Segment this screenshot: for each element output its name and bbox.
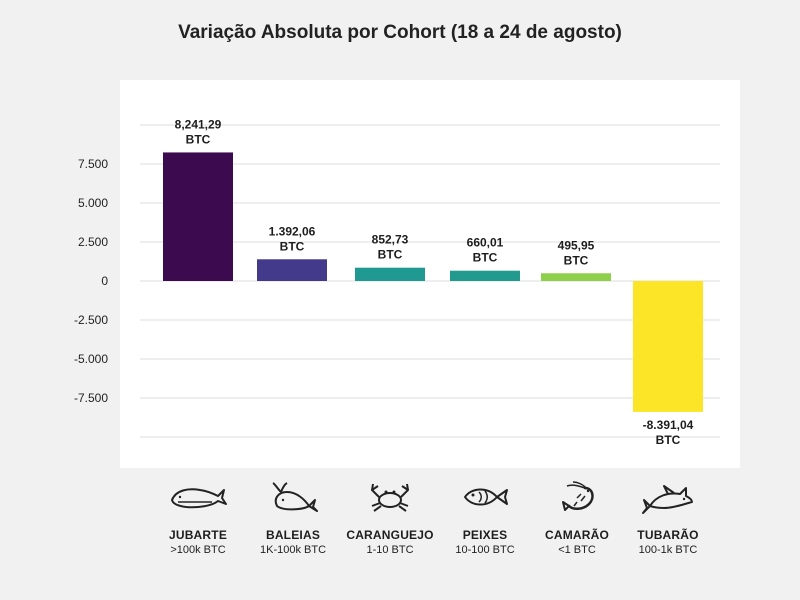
data-label-unit: BTC bbox=[656, 433, 681, 447]
cohort-jubarte: JUBARTE >100k BTC bbox=[138, 480, 258, 556]
data-label: 660,01 bbox=[467, 236, 504, 250]
y-tick-label: 2.500 bbox=[78, 235, 108, 249]
bar bbox=[633, 281, 703, 412]
bar bbox=[355, 267, 425, 281]
bar bbox=[450, 270, 520, 281]
y-tick-label: 0 bbox=[101, 274, 108, 288]
shrimp-icon bbox=[562, 481, 594, 511]
cohort-name: CAMARÃO bbox=[544, 528, 610, 542]
data-label-unit: BTC bbox=[280, 239, 305, 253]
data-label: 495,95 bbox=[558, 238, 595, 252]
data-label: 8,241,29 bbox=[175, 117, 222, 131]
data-label-unit: BTC bbox=[473, 251, 498, 265]
y-tick-label: -7.500 bbox=[74, 391, 108, 405]
cohort-name: CARANGUEJO bbox=[346, 528, 434, 542]
y-tick-label: 7.500 bbox=[78, 157, 108, 171]
y-axis: -7.500 -5.000 -2.500 0 2.500 5.000 7.500 bbox=[74, 157, 108, 405]
cohort-baleias: BALEIAS 1K-100k BTC bbox=[233, 480, 353, 556]
cohort-peixes: PEIXES 10-100 BTC bbox=[425, 480, 545, 556]
cohort-range: 100-1k BTC bbox=[638, 544, 698, 556]
data-label: -8.391,04 bbox=[643, 418, 694, 432]
y-tick-label: -2.500 bbox=[74, 313, 108, 327]
fish-icon bbox=[464, 488, 508, 506]
cohort-camarao: CAMARÃO <1 BTC bbox=[517, 480, 637, 556]
cohort-name: TUBARÃO bbox=[637, 528, 699, 542]
data-label-unit: BTC bbox=[564, 253, 589, 267]
plot-area: 8,241,29 BTC 1.392,06 BTC 852,73 BTC 660,01 BTC… bbox=[120, 80, 740, 468]
whale-icon bbox=[272, 482, 318, 512]
shark-icon bbox=[642, 485, 693, 514]
crab-icon bbox=[371, 483, 409, 512]
bar bbox=[541, 273, 611, 281]
chart-title: Variação Absoluta por Cohort (18 a 24 de… bbox=[178, 22, 622, 43]
y-tick-label: -5.000 bbox=[74, 352, 108, 366]
humpback-whale-icon bbox=[171, 488, 227, 509]
cohort-name: BALEIAS bbox=[265, 528, 321, 542]
cohort-name: PEIXES bbox=[462, 528, 508, 542]
cohort-tubarao: TUBARÃO 100-1k BTC bbox=[608, 480, 728, 556]
cohort-range: 10-100 BTC bbox=[455, 544, 515, 556]
cohort-range: <1 BTC bbox=[558, 544, 596, 556]
cohort-range: 1-10 BTC bbox=[366, 544, 414, 556]
y-tick-label: 5.000 bbox=[78, 196, 108, 210]
data-label: 852,73 bbox=[372, 233, 409, 247]
data-label-unit: BTC bbox=[186, 132, 211, 146]
cohort-caranguejo: CARANGUEJO 1-10 BTC bbox=[330, 480, 450, 556]
data-label-unit: BTC bbox=[378, 248, 403, 262]
data-label: 1.392,06 bbox=[269, 224, 316, 238]
bar bbox=[257, 259, 327, 281]
cohort-range: >100k BTC bbox=[170, 544, 226, 556]
cohort-range: 1K-100k BTC bbox=[259, 544, 327, 556]
bar bbox=[163, 152, 233, 281]
cohort-name: JUBARTE bbox=[168, 528, 228, 542]
